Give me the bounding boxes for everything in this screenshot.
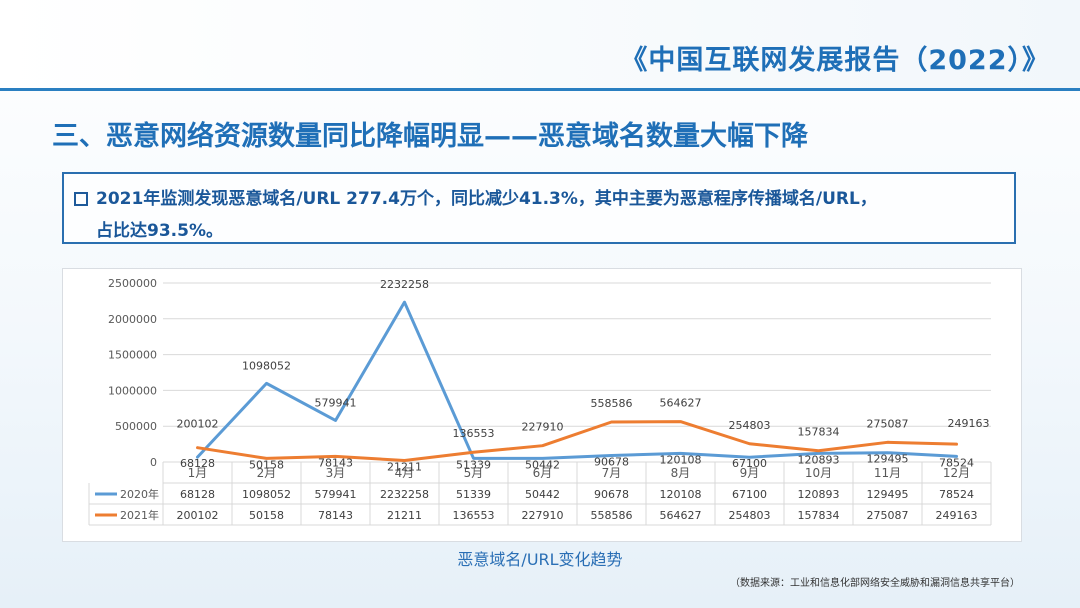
table-cell: 275087 — [867, 509, 909, 522]
table-cell: 558586 — [591, 509, 633, 522]
table-cell: 1098052 — [242, 488, 291, 501]
x-tick-label: 7月 — [602, 466, 622, 480]
x-tick-label: 3月 — [326, 466, 346, 480]
data-label: 129495 — [867, 453, 909, 466]
data-label: 1098052 — [242, 359, 291, 372]
header-divider — [0, 88, 1080, 91]
y-tick-label: 2000000 — [108, 313, 157, 326]
table-cell: 129495 — [867, 488, 909, 501]
table-cell: 249163 — [936, 509, 978, 522]
data-label: 200102 — [177, 418, 219, 431]
callout-text-line-1: 2021年监测发现恶意域名/URL 277.4万个，同比减少41.3%，其中主要… — [96, 189, 877, 209]
data-label: 21211 — [387, 460, 422, 473]
x-tick-label: 5月 — [464, 466, 484, 480]
table-cell: 78143 — [318, 509, 353, 522]
legend-label: 2021年 — [120, 508, 159, 522]
data-label: 254803 — [729, 419, 771, 432]
section-heading: 三、恶意网络资源数量同比降幅明显——恶意域名数量大幅下降 — [52, 121, 808, 152]
summary-callout: 2021年监测发现恶意域名/URL 277.4万个，同比减少41.3%，其中主要… — [62, 172, 1016, 244]
square-bullet-icon — [74, 192, 88, 206]
y-tick-label: 0 — [150, 456, 157, 469]
table-cell: 50158 — [249, 509, 284, 522]
table-cell: 227910 — [522, 509, 564, 522]
x-tick-label: 6月 — [533, 466, 553, 480]
line-chart: 0 500000 1000000 1500000 2000000 2500000 1月 2月 3… — [88, 277, 992, 526]
data-label: 50442 — [525, 458, 560, 471]
data-label: 275087 — [867, 417, 909, 430]
data-label: 120108 — [660, 453, 702, 466]
table-cell: 157834 — [798, 509, 840, 522]
series-line — [196, 300, 958, 460]
data-label: 78524 — [939, 456, 974, 469]
table-cell: 68128 — [180, 488, 215, 501]
data-label: 157834 — [798, 426, 840, 439]
x-tick-label: 8月 — [671, 466, 691, 480]
data-label: 579941 — [315, 396, 357, 409]
data-label: 249163 — [948, 417, 990, 430]
x-tick-label: 1月 — [188, 466, 208, 480]
table-cell: 78524 — [939, 488, 974, 501]
y-tick-label: 500000 — [115, 420, 157, 433]
data-label: 51339 — [456, 458, 491, 471]
table-cell: 90678 — [594, 488, 629, 501]
x-tick-label: 10月 — [805, 466, 832, 480]
chart-panel: 0 500000 1000000 1500000 2000000 2500000 1月 2月 3… — [62, 268, 1022, 542]
table-cell: 50442 — [525, 488, 560, 501]
data-label: 90678 — [594, 456, 629, 469]
data-label: 136553 — [453, 427, 495, 440]
y-tick-label: 2500000 — [108, 277, 157, 290]
table-cell: 254803 — [729, 509, 771, 522]
table-cell: 200102 — [177, 509, 219, 522]
table-cell: 120108 — [660, 488, 702, 501]
x-tick-label: 4月 — [395, 466, 415, 480]
table-cell: 21211 — [387, 509, 422, 522]
y-tick-label: 1000000 — [108, 384, 157, 397]
x-tick-label: 12月 — [943, 466, 970, 480]
table-cell: 51339 — [456, 488, 491, 501]
legend-label: 2020年 — [120, 487, 159, 501]
data-label: 120893 — [798, 453, 840, 466]
header-band — [0, 0, 1080, 88]
data-label: 50158 — [249, 458, 284, 471]
data-label: 564627 — [660, 397, 702, 410]
table-cell: 2232258 — [380, 488, 429, 501]
data-label: 227910 — [522, 421, 564, 434]
table-cell: 67100 — [732, 488, 767, 501]
y-tick-label: 1500000 — [108, 349, 157, 362]
data-label: 2232258 — [380, 278, 429, 291]
callout-text-line-2: 占比达93.5%。 — [96, 221, 223, 241]
table-cell: 120893 — [798, 488, 840, 501]
table-cell: 136553 — [453, 509, 495, 522]
table-cell: 579941 — [315, 488, 357, 501]
report-title: 《中国互联网发展报告（2022）》 — [620, 45, 1050, 76]
x-tick-label: 11月 — [874, 466, 901, 480]
source-note: （数据来源：工业和信息化部网络安全威胁和漏洞信息共享平台） — [730, 578, 1020, 589]
chart-caption: 恶意域名/URL变化趋势 — [457, 550, 623, 569]
data-label: 68128 — [180, 457, 215, 470]
data-label: 558586 — [591, 397, 633, 410]
x-tick-label: 9月 — [740, 466, 760, 480]
series-line — [196, 420, 958, 462]
table-cell: 564627 — [660, 509, 702, 522]
data-label: 67100 — [732, 457, 767, 470]
data-label: 78143 — [318, 456, 353, 469]
x-tick-label: 2月 — [257, 466, 277, 480]
